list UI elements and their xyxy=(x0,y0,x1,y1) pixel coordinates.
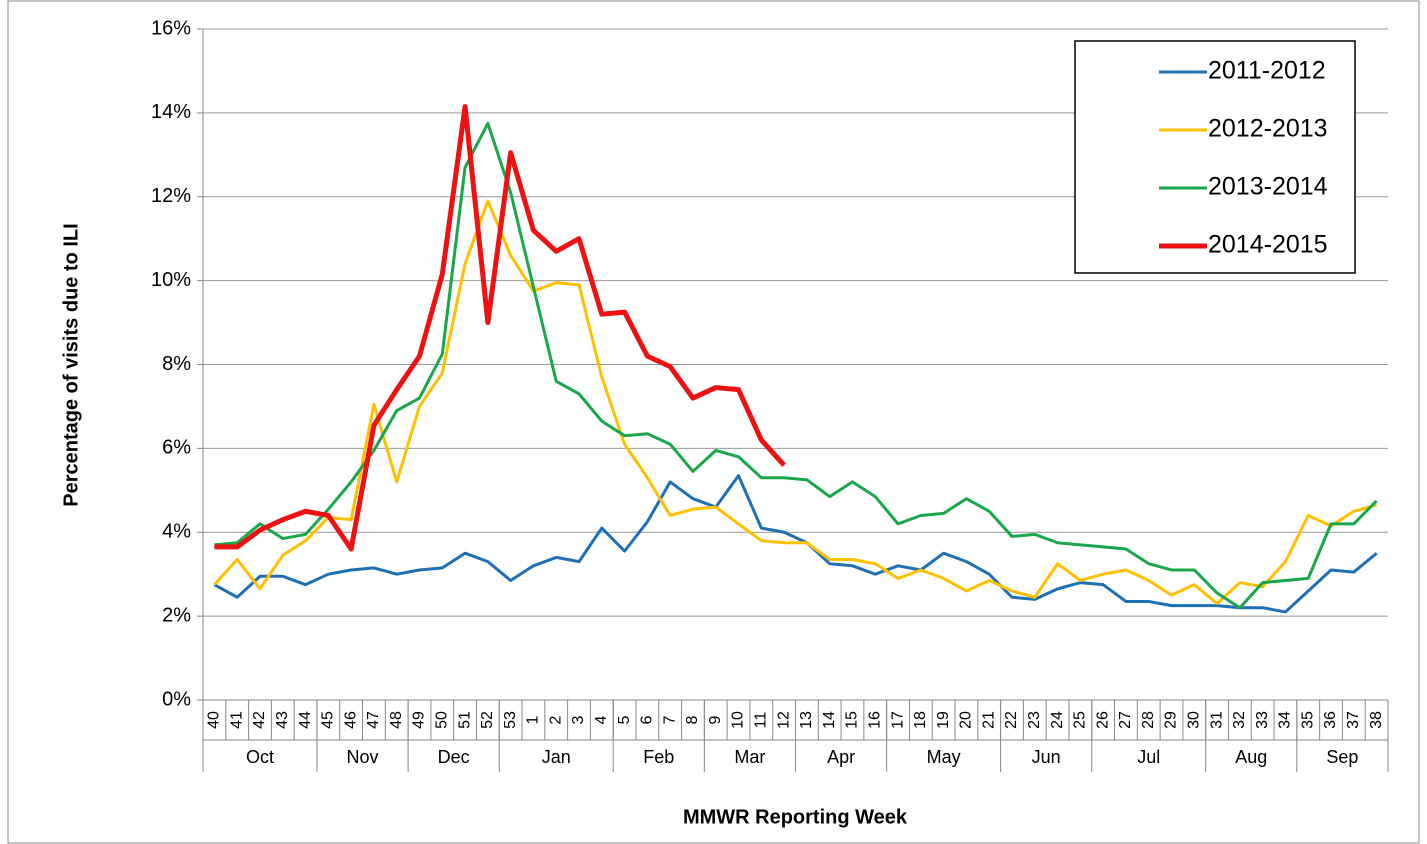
legend-label: 2011-2012 xyxy=(1208,57,1326,85)
x-tick-label: 24 xyxy=(1049,711,1066,729)
month-label: Dec xyxy=(438,747,470,767)
x-tick-label: 43 xyxy=(274,711,291,729)
month-label: Feb xyxy=(643,747,674,767)
x-tick-label: 10 xyxy=(730,711,747,729)
series-line xyxy=(214,121,1378,610)
x-tick-label: 15 xyxy=(844,711,861,729)
y-tick-label: 12% xyxy=(151,185,191,207)
legend-label: 2014-2015 xyxy=(1208,231,1328,259)
month-label: Aug xyxy=(1235,747,1267,767)
x-tick-label: 49 xyxy=(411,711,428,729)
x-tick-label: 21 xyxy=(980,711,997,729)
x-tick-label: 13 xyxy=(798,711,815,729)
x-tick-label: 17 xyxy=(889,711,906,729)
x-tick-label: 19 xyxy=(935,711,952,729)
legend-box xyxy=(1074,40,1356,274)
month-label: Nov xyxy=(347,747,379,767)
y-axis-title: Percentage of visits due to ILI xyxy=(60,223,82,506)
y-tick-label: 0% xyxy=(162,688,191,710)
series-line xyxy=(213,199,1378,606)
x-tick-label: 53 xyxy=(502,711,519,729)
x-tick-label: 16 xyxy=(866,711,883,729)
x-axis-title: MMWR Reporting Week xyxy=(683,806,908,828)
month-label: Jan xyxy=(542,747,571,767)
series-line xyxy=(213,474,1378,614)
x-tick-label: 3 xyxy=(570,715,587,724)
y-tick-label: 16% xyxy=(151,17,191,39)
x-tick-label: 37 xyxy=(1345,711,1362,729)
x-tick-label: 45 xyxy=(320,711,337,729)
x-tick-label: 42 xyxy=(251,711,268,729)
y-tick-label: 14% xyxy=(151,101,191,123)
x-tick-label: 46 xyxy=(342,711,359,729)
x-tick-label: 51 xyxy=(456,711,473,729)
x-tick-label: 52 xyxy=(479,711,496,729)
x-tick-label: 35 xyxy=(1299,711,1316,729)
x-tick-label: 41 xyxy=(228,711,245,729)
month-label: Jun xyxy=(1032,747,1061,767)
month-label: Apr xyxy=(827,747,855,767)
x-tick-label: 47 xyxy=(365,711,382,729)
x-tick-label: 5 xyxy=(616,715,633,724)
x-tick-label: 7 xyxy=(661,715,678,724)
x-tick-label: 11 xyxy=(753,712,770,729)
x-tick-label: 44 xyxy=(297,711,314,729)
y-tick-label: 10% xyxy=(151,269,191,291)
x-tick-label: 33 xyxy=(1254,711,1271,729)
x-tick-label: 9 xyxy=(707,715,724,724)
x-tick-label: 6 xyxy=(639,715,656,724)
x-tick-label: 18 xyxy=(912,711,929,729)
month-label: Sep xyxy=(1326,747,1358,767)
legend-label: 2012-2013 xyxy=(1208,115,1328,143)
legend-label: 2013-2014 xyxy=(1208,173,1328,201)
x-tick-label: 31 xyxy=(1208,711,1225,729)
x-tick-label: 25 xyxy=(1072,711,1089,729)
x-tick-label: 40 xyxy=(206,711,223,729)
x-tick-label: 26 xyxy=(1094,711,1111,729)
month-label: May xyxy=(927,747,961,767)
x-tick-label: 38 xyxy=(1368,711,1385,729)
x-tick-label: 34 xyxy=(1277,711,1294,729)
y-tick-label: 4% xyxy=(162,521,191,543)
y-tick-label: 2% xyxy=(162,604,191,626)
x-tick-label: 48 xyxy=(388,711,405,729)
x-tick-label: 1 xyxy=(525,715,542,724)
x-tick-label: 30 xyxy=(1186,711,1203,729)
x-tick-label: 22 xyxy=(1003,711,1020,729)
x-tick-label: 12 xyxy=(775,711,792,729)
month-label: Jul xyxy=(1137,747,1160,767)
month-label: Mar xyxy=(734,747,765,767)
y-tick-label: 6% xyxy=(162,437,191,459)
x-tick-label: 23 xyxy=(1026,711,1043,729)
x-tick-label: 20 xyxy=(958,711,975,729)
x-tick-label: 27 xyxy=(1117,711,1134,729)
x-tick-label: 36 xyxy=(1322,711,1339,729)
x-tick-label: 8 xyxy=(684,715,701,724)
y-tick-label: 8% xyxy=(162,353,191,375)
x-tick-label: 50 xyxy=(433,711,450,729)
series-line xyxy=(214,104,786,552)
x-tick-label: 4 xyxy=(593,715,610,724)
x-tick-label: 2 xyxy=(547,715,564,724)
month-label: Oct xyxy=(246,747,274,767)
x-tick-label: 28 xyxy=(1140,711,1157,729)
x-tick-label: 14 xyxy=(821,711,838,729)
x-tick-label: 29 xyxy=(1163,711,1180,729)
x-tick-label: 32 xyxy=(1231,711,1248,729)
